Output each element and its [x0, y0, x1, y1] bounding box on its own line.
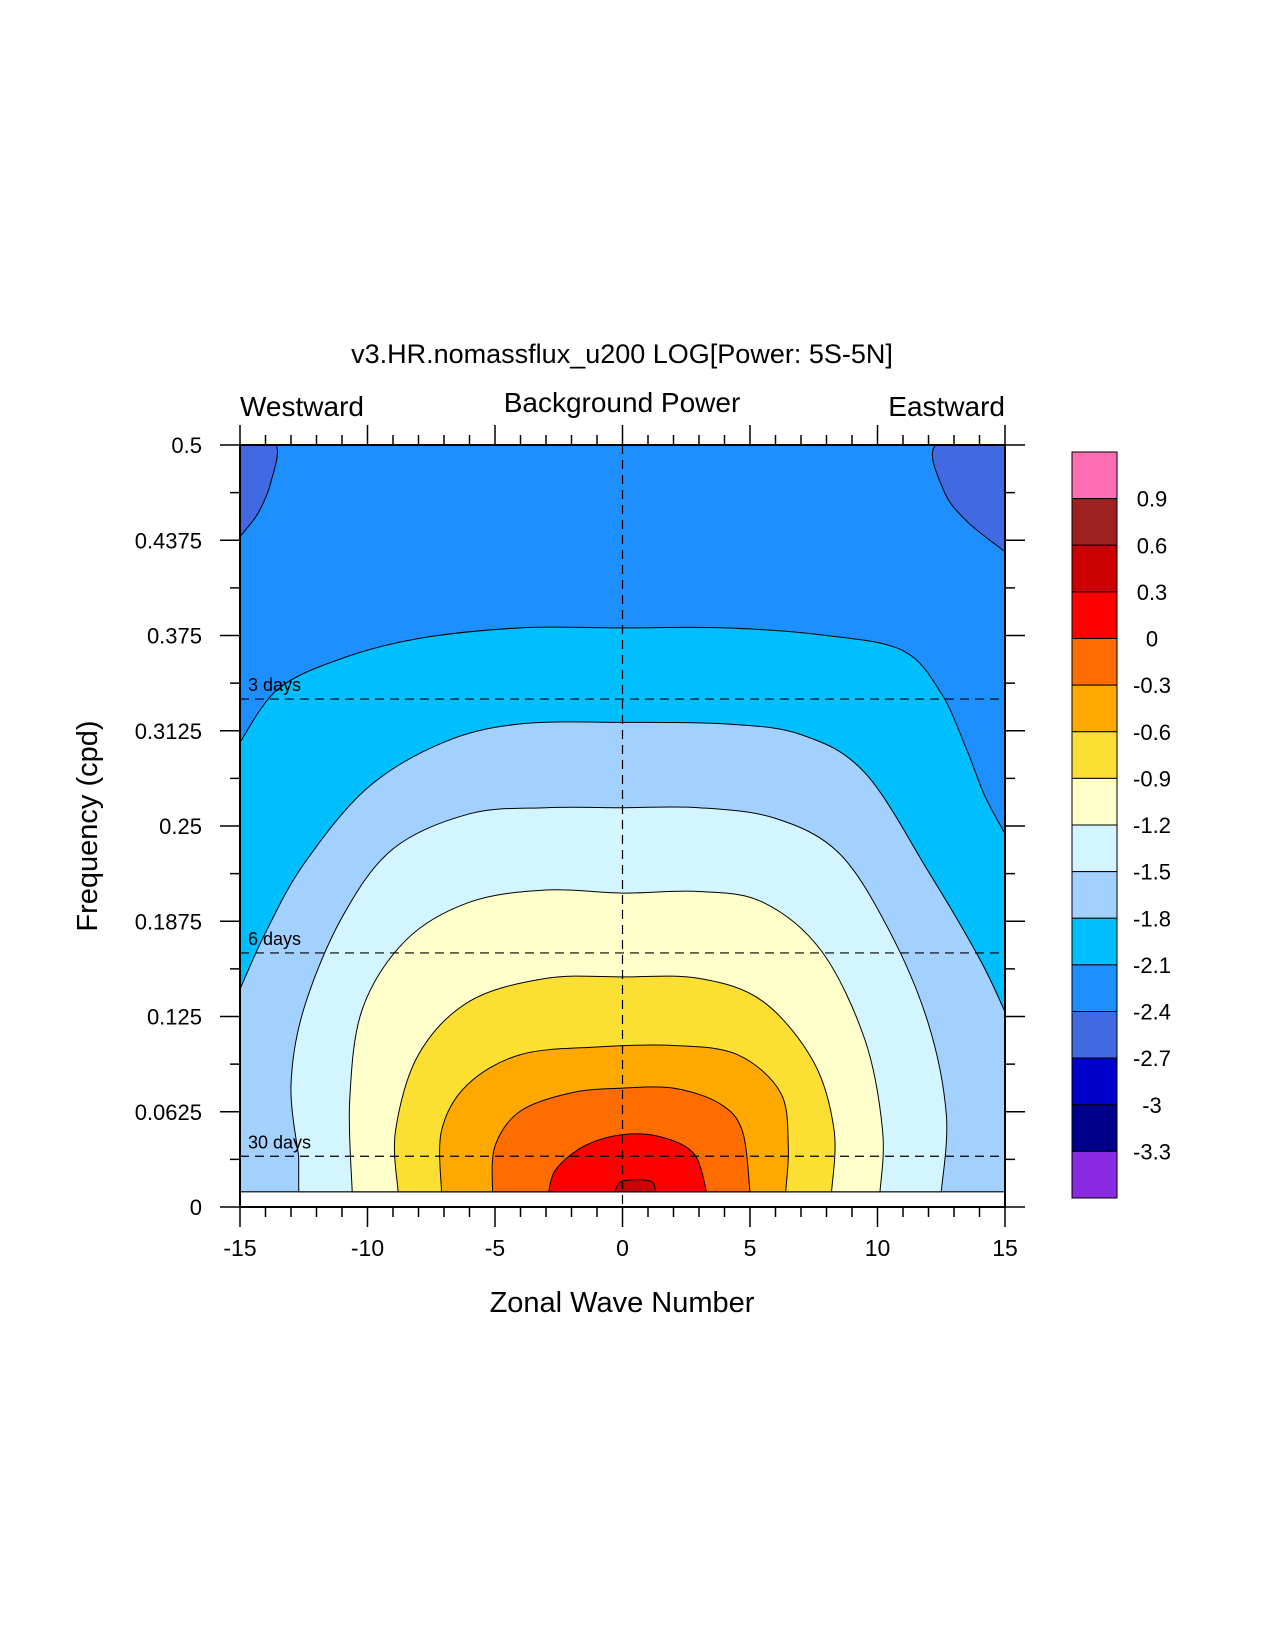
colorbar-label: -1.8 [1133, 906, 1171, 931]
contour-band-left [240, 445, 278, 538]
colorbar-swatch [1071, 498, 1118, 546]
colorbar-swatch [1071, 544, 1118, 593]
x-tick-label: 0 [616, 1235, 629, 1261]
colorbar-swatch [1071, 451, 1118, 500]
y-tick-label: 0.375 [147, 624, 202, 649]
x-tick-label: -15 [223, 1235, 256, 1261]
colorbar-label: -3.3 [1133, 1139, 1171, 1164]
background-power-label: Background Power [504, 387, 741, 418]
contour-band [613, 1179, 657, 1193]
colorbar-swatch [1071, 964, 1118, 1012]
colorbar: 0.9 0.6 0.3 0 -0.3 -0.6 -0.9 -1.2 -1.5 -1.8 -2.1 -2… [1071, 451, 1171, 1199]
reference-line-label: 6 days [248, 929, 301, 949]
y-tick-label: 0.1875 [135, 909, 202, 934]
colorbar-swatch [1071, 591, 1118, 639]
y-tick-label: 0.125 [147, 1005, 202, 1030]
colorbar-label: 0 [1146, 627, 1158, 652]
colorbar-swatch [1071, 1150, 1118, 1199]
x-tick-label: 5 [744, 1235, 757, 1261]
contour-band-right [931, 445, 1005, 553]
reference-line-label: 30 days [248, 1132, 311, 1152]
colorbar-label: -2.1 [1133, 953, 1171, 978]
y-tick-label: 0 [190, 1195, 202, 1220]
colorbar-swatch [1071, 1057, 1118, 1106]
chart-title: v3.HR.nomassflux_u200 LOG[Power: 5S-5N] [351, 339, 893, 369]
colorbar-swatch [1071, 1011, 1118, 1059]
colorbar-label: -2.4 [1133, 1000, 1171, 1025]
x-tick-label: -5 [485, 1235, 505, 1261]
colorbar-swatch [1071, 917, 1118, 966]
x-tick-label: -10 [351, 1235, 384, 1261]
y-tick-label: 0.3125 [135, 719, 202, 744]
y-tick-label: 0.4375 [135, 528, 202, 553]
colorbar-label: -2.7 [1133, 1046, 1171, 1071]
colorbar-label: -1.2 [1133, 813, 1171, 838]
reference-lines: 3 days 6 days 30 days [240, 675, 1005, 1157]
axis-ticks: -15 -10 -5 0 5 10 15 0 0.0625 0.125 0.1875 0.25 0.31… [135, 425, 1025, 1261]
colorbar-label: 0.3 [1137, 580, 1168, 605]
colorbar-swatch [1071, 638, 1118, 686]
x-axis-label: Zonal Wave Number [490, 1287, 755, 1319]
x-tick-label: 15 [992, 1235, 1018, 1261]
colorbar-label: 0.6 [1137, 533, 1168, 558]
y-tick-label: 0.5 [171, 433, 202, 458]
colorbar-label: -3 [1142, 1093, 1162, 1118]
colorbar-swatch [1071, 1104, 1118, 1152]
colorbar-label: -1.5 [1133, 860, 1171, 885]
colorbar-swatch [1071, 684, 1118, 733]
contour-band [547, 1133, 708, 1193]
colorbar-label: -0.9 [1133, 766, 1171, 791]
colorbar-swatch [1071, 731, 1118, 779]
y-tick-label: 0.0625 [135, 1100, 202, 1125]
y-tick-label: 0.25 [159, 814, 202, 839]
colorbar-label: 0.9 [1137, 487, 1168, 512]
westward-label: Westward [240, 391, 364, 422]
y-axis-label: Frequency (cpd) [72, 720, 104, 931]
colorbar-swatch [1071, 777, 1118, 826]
colorbar-swatch [1071, 824, 1118, 873]
eastward-label: Eastward [888, 391, 1005, 422]
reference-line-label: 3 days [248, 675, 301, 695]
colorbar-label: -0.6 [1133, 720, 1171, 745]
colorbar-swatch [1071, 871, 1118, 919]
colorbar-label: -0.3 [1133, 673, 1171, 698]
x-tick-label: 10 [865, 1235, 891, 1261]
